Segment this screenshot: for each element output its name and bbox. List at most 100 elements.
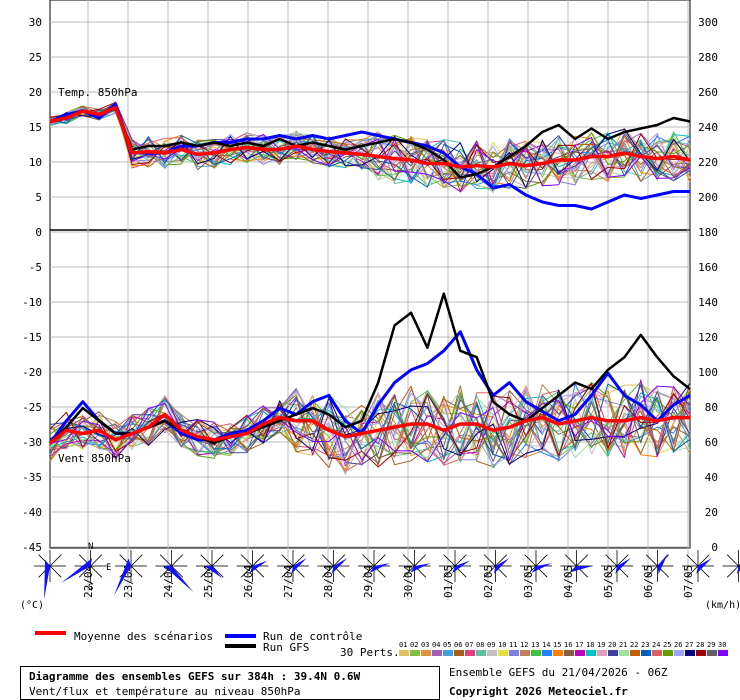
left-tick-label: -5 <box>29 261 42 274</box>
date-label: 05/05 <box>602 565 615 598</box>
pert-color-swatch <box>674 650 684 656</box>
wind-rose-spoke <box>605 565 618 578</box>
date-label: 01/05 <box>442 565 455 598</box>
wind-rose-spoke <box>645 554 658 567</box>
wind-rose-spoke <box>130 554 143 567</box>
chart-subtitle: Vent/flux et température au niveau 850hP… <box>29 685 301 698</box>
wind-rose-spoke <box>483 554 496 567</box>
wind-rose-shape <box>285 558 307 574</box>
pert-number-label: 02 <box>410 641 418 649</box>
wind-rose-spoke <box>726 554 739 567</box>
pert-color-swatch <box>663 650 673 656</box>
wind-rose-shape <box>408 561 431 573</box>
pert-number-label: 25 <box>663 641 671 649</box>
wind-rose-spoke <box>90 565 103 578</box>
wind-rose-spoke <box>362 565 375 578</box>
right-tick-label: 260 <box>698 86 718 99</box>
wind-rose-shape <box>61 558 99 583</box>
date-label: 28/04 <box>322 565 335 598</box>
wind-rose-spoke <box>645 565 658 578</box>
wind-rose-spoke <box>495 554 508 567</box>
pert-color-swatch <box>696 650 706 656</box>
wind-rose-spoke <box>483 565 496 578</box>
wind-rose-shape <box>204 558 223 579</box>
wind-member-line <box>49 394 691 459</box>
wind-member-line <box>49 383 691 468</box>
wind-rose-spoke <box>321 554 334 567</box>
pert-number-label: 06 <box>454 641 462 649</box>
temp-axis-label: Temp. 850hPa <box>58 86 138 99</box>
right-tick-label: 220 <box>698 156 718 169</box>
pert-number-label: 05 <box>443 641 451 649</box>
wind-rose-spoke <box>373 554 386 567</box>
compass-e-label: E <box>106 563 111 573</box>
left-tick-label: -30 <box>22 436 42 449</box>
legend-mean-label: Moyenne des scénarios <box>74 630 214 643</box>
right-tick-label: 160 <box>698 261 718 274</box>
pert-number-label: 04 <box>432 641 440 649</box>
compass-n-label: N <box>88 542 93 552</box>
wind-rose-spoke <box>200 554 213 567</box>
pert-number-label: 07 <box>465 641 473 649</box>
wind-rose-spoke <box>211 554 224 567</box>
wind-rose-spoke <box>564 565 577 578</box>
wind-rose-shape <box>447 560 471 574</box>
wind-rose-spoke <box>454 554 467 567</box>
wind-rose-spoke <box>524 554 537 567</box>
right-tick-label: 180 <box>698 226 718 239</box>
left-tick-label: -15 <box>22 331 42 344</box>
wind-mean-line <box>48 412 690 445</box>
wind-rose-spoke <box>171 565 184 578</box>
wind-rose-spoke <box>605 554 618 567</box>
left-tick-label: 5 <box>35 191 42 204</box>
pert-number-label: 23 <box>641 641 649 649</box>
wind-rose-shape <box>609 558 631 574</box>
wind-rose-spoke <box>414 554 427 567</box>
temp-member-line <box>49 102 691 188</box>
pert-color-swatch <box>586 650 596 656</box>
pert-number-label: 09 <box>487 641 495 649</box>
wind-rose-spoke <box>49 554 62 567</box>
pert-color-swatch <box>487 650 497 656</box>
left-tick-label: 20 <box>29 86 42 99</box>
legend-perts-label: 30 Perts. <box>340 646 400 659</box>
wind-rose-spoke <box>171 554 184 567</box>
date-label: 03/05 <box>522 565 535 598</box>
date-label: 30/04 <box>402 565 415 598</box>
right-unit-label: (km/h) <box>705 600 740 611</box>
date-label: 06/05 <box>642 565 655 598</box>
wind-member-line <box>49 383 691 461</box>
wind-rose-spoke <box>240 565 253 578</box>
pert-color-swatch <box>432 650 442 656</box>
pert-number-label: 01 <box>399 641 407 649</box>
pert-number-label: 08 <box>476 641 484 649</box>
pert-color-swatch <box>498 650 508 656</box>
pert-color-swatch <box>685 650 695 656</box>
wind-rose-spoke <box>402 565 415 578</box>
wind-rose-spoke <box>697 554 710 567</box>
wind-rose-spoke <box>362 554 375 567</box>
pert-color-swatch <box>652 650 662 656</box>
pert-number-label: 16 <box>564 641 572 649</box>
left-tick-label: -40 <box>22 506 42 519</box>
wind-rose-spoke <box>443 565 456 578</box>
pert-number-label: 13 <box>531 641 539 649</box>
wind-member-line <box>49 385 691 466</box>
pert-color-swatch <box>564 650 574 656</box>
pert-number-label: 27 <box>685 641 693 649</box>
wind-rose-spoke <box>252 554 265 567</box>
wind-rose-shape <box>571 560 593 572</box>
pert-color-swatch <box>707 650 717 656</box>
wind-rose-shape <box>649 553 668 574</box>
right-tick-label: 280 <box>698 51 718 64</box>
right-tick-label: 0 <box>711 541 718 554</box>
wind-rose-shape <box>690 558 712 574</box>
left-tick-label: -35 <box>22 471 42 484</box>
wind-rose-spoke <box>726 565 739 578</box>
pert-color-swatch <box>718 650 728 656</box>
temp-panel <box>49 0 691 231</box>
pert-color-swatch <box>520 650 530 656</box>
wind-axis-label: Vent 850hPa <box>58 452 131 465</box>
wind-rose-spoke <box>321 565 334 578</box>
pert-color-swatch <box>531 650 541 656</box>
